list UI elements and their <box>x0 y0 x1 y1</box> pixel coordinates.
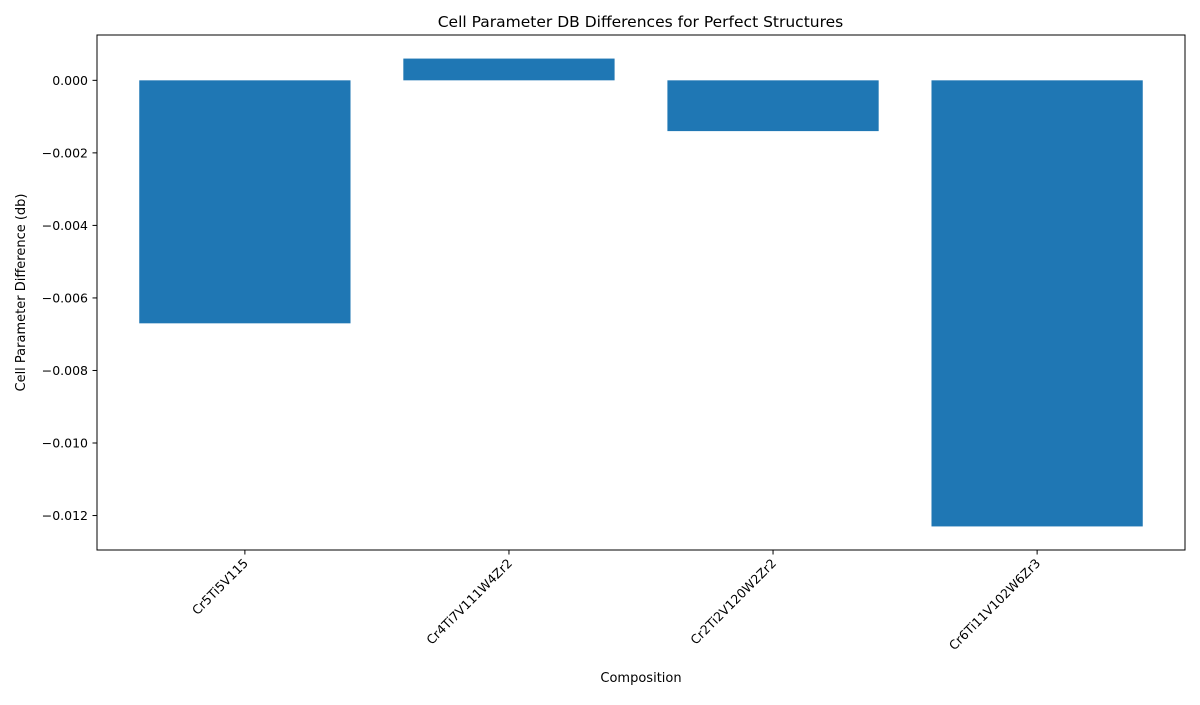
bar-Cr5Ti5V115 <box>139 80 351 324</box>
x-tick-label: Cr6Ti11V102W6Zr3 <box>946 556 1043 653</box>
x-axis: Cr5Ti5V115 Cr4Ti7V111W4Zr2 Cr2Ti2V120W2Zr2… <box>189 550 1043 653</box>
x-tick-label: Cr2Ti2V120W2Zr2 <box>687 556 779 648</box>
y-tick-label: −0.006 <box>42 290 88 305</box>
y-axis-label: Cell Parameter Difference (db) <box>14 194 29 392</box>
x-tick-label: Cr4Ti7V111W4Zr2 <box>423 556 515 648</box>
y-tick-label: −0.004 <box>42 218 88 233</box>
x-axis-label: Composition <box>600 671 681 686</box>
bar-Cr2Ti2V120W2Zr2 <box>667 80 879 132</box>
bar-Cr6Ti11V102W6Zr3 <box>931 80 1143 527</box>
y-tick-label: −0.008 <box>42 363 88 378</box>
bar-Cr4Ti7V111W4Zr2 <box>403 58 615 81</box>
y-axis: 0.000 −0.002 −0.004 −0.006 −0.008 −0.010 −0.01… <box>42 73 97 523</box>
y-tick-label: −0.012 <box>42 508 88 523</box>
y-tick-label: −0.010 <box>42 436 88 451</box>
x-tick-label: Cr5Ti5V115 <box>189 556 251 618</box>
bars-layer <box>139 58 1143 527</box>
chart-title: Cell Parameter DB Differences for Perfec… <box>438 13 844 31</box>
plot-frame <box>96 34 1186 551</box>
y-tick-label: −0.002 <box>42 145 88 160</box>
y-tick-label: 0.000 <box>52 73 88 88</box>
